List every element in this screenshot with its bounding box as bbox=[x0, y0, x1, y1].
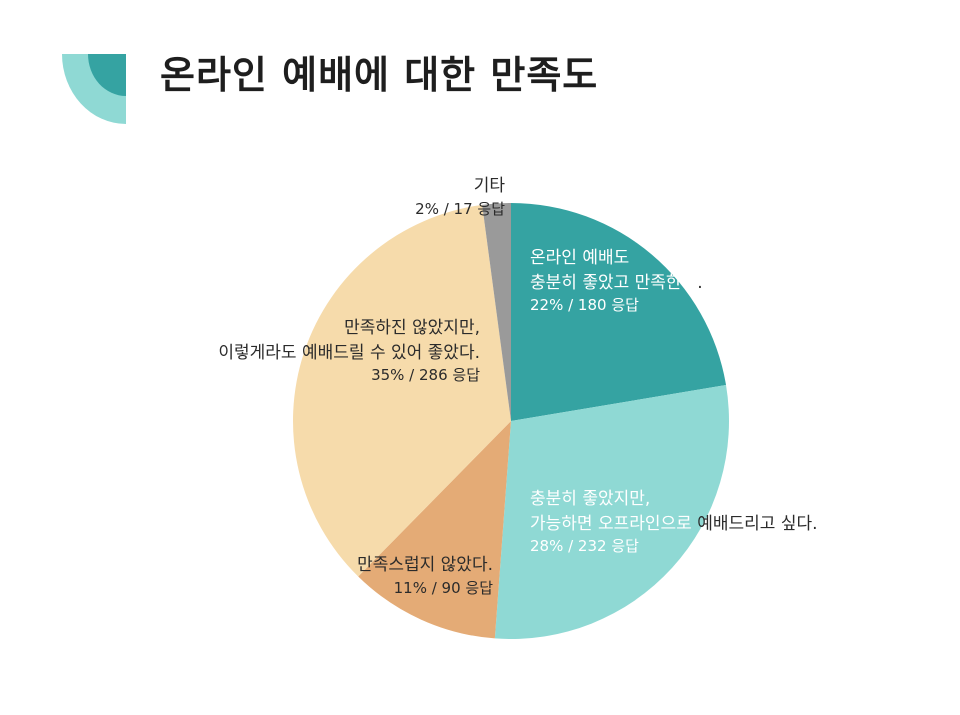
slice-label-0-line-2: 충분히 좋았고 만족한다. bbox=[530, 271, 703, 296]
slice-label-2: 만족스럽지 않았다. 11% / 90 응답 bbox=[357, 553, 493, 599]
pie-slice-2 bbox=[358, 421, 511, 639]
slice-label-1-line-1: 충분히 좋았지만, bbox=[530, 489, 651, 509]
slice-label-1: 충분히 좋았지만, 가능하면 오프라인으로 예배드리고 싶다. 28% / 23… bbox=[530, 487, 818, 558]
slice-label-1-line-2: 가능하면 오프라인으로 예배드리고 싶다. bbox=[530, 512, 818, 537]
slice-value-4: 2% / 17 응답 bbox=[415, 199, 505, 218]
slice-label-3: 만족하진 않았지만, 이렇게라도 예배드릴 수 있어 좋았다. 35% / 28… bbox=[218, 316, 480, 387]
pie-slice-0 bbox=[511, 203, 727, 421]
slice-label-1-line-2-in: 가능하면 오프라인으로 bbox=[530, 513, 698, 534]
slice-value-2: 11% / 90 응답 bbox=[393, 578, 493, 597]
slice-label-4: 기타 2% / 17 응답 bbox=[415, 174, 505, 220]
slice-label-0-line-2-out: . bbox=[697, 272, 703, 293]
pie-slice-1 bbox=[494, 385, 729, 640]
page-title: 온라인 예배에 대한 만족도 bbox=[160, 53, 599, 97]
slice-value-1: 28% / 232 응답 bbox=[530, 537, 639, 556]
slice-label-0-line-2-in: 충분히 좋았고 만족한다 bbox=[530, 272, 698, 293]
slice-value-0: 22% / 180 응답 bbox=[530, 296, 639, 315]
slice-label-3-line-2: 이렇게라도 예배드릴 수 있어 좋았다. bbox=[218, 342, 480, 363]
slice-label-0: 온라인 예배도 충분히 좋았고 만족한다. 22% / 180 응답 bbox=[530, 246, 703, 317]
slice-label-3-line-1: 만족하진 않았지만, bbox=[344, 318, 480, 338]
corner-decoration bbox=[62, 54, 126, 124]
pie-slice-3 bbox=[293, 204, 511, 577]
pie-slice-4 bbox=[482, 203, 511, 421]
slice-label-2-line-1: 만족스럽지 않았다. bbox=[357, 555, 493, 575]
slice-label-0-line-1: 온라인 예배도 bbox=[530, 248, 630, 268]
slice-value-3: 35% / 286 응답 bbox=[371, 366, 480, 385]
slice-label-4-line-1: 기타 bbox=[473, 176, 505, 196]
slice-label-1-line-2-out: 예배드리고 싶다. bbox=[697, 513, 818, 534]
